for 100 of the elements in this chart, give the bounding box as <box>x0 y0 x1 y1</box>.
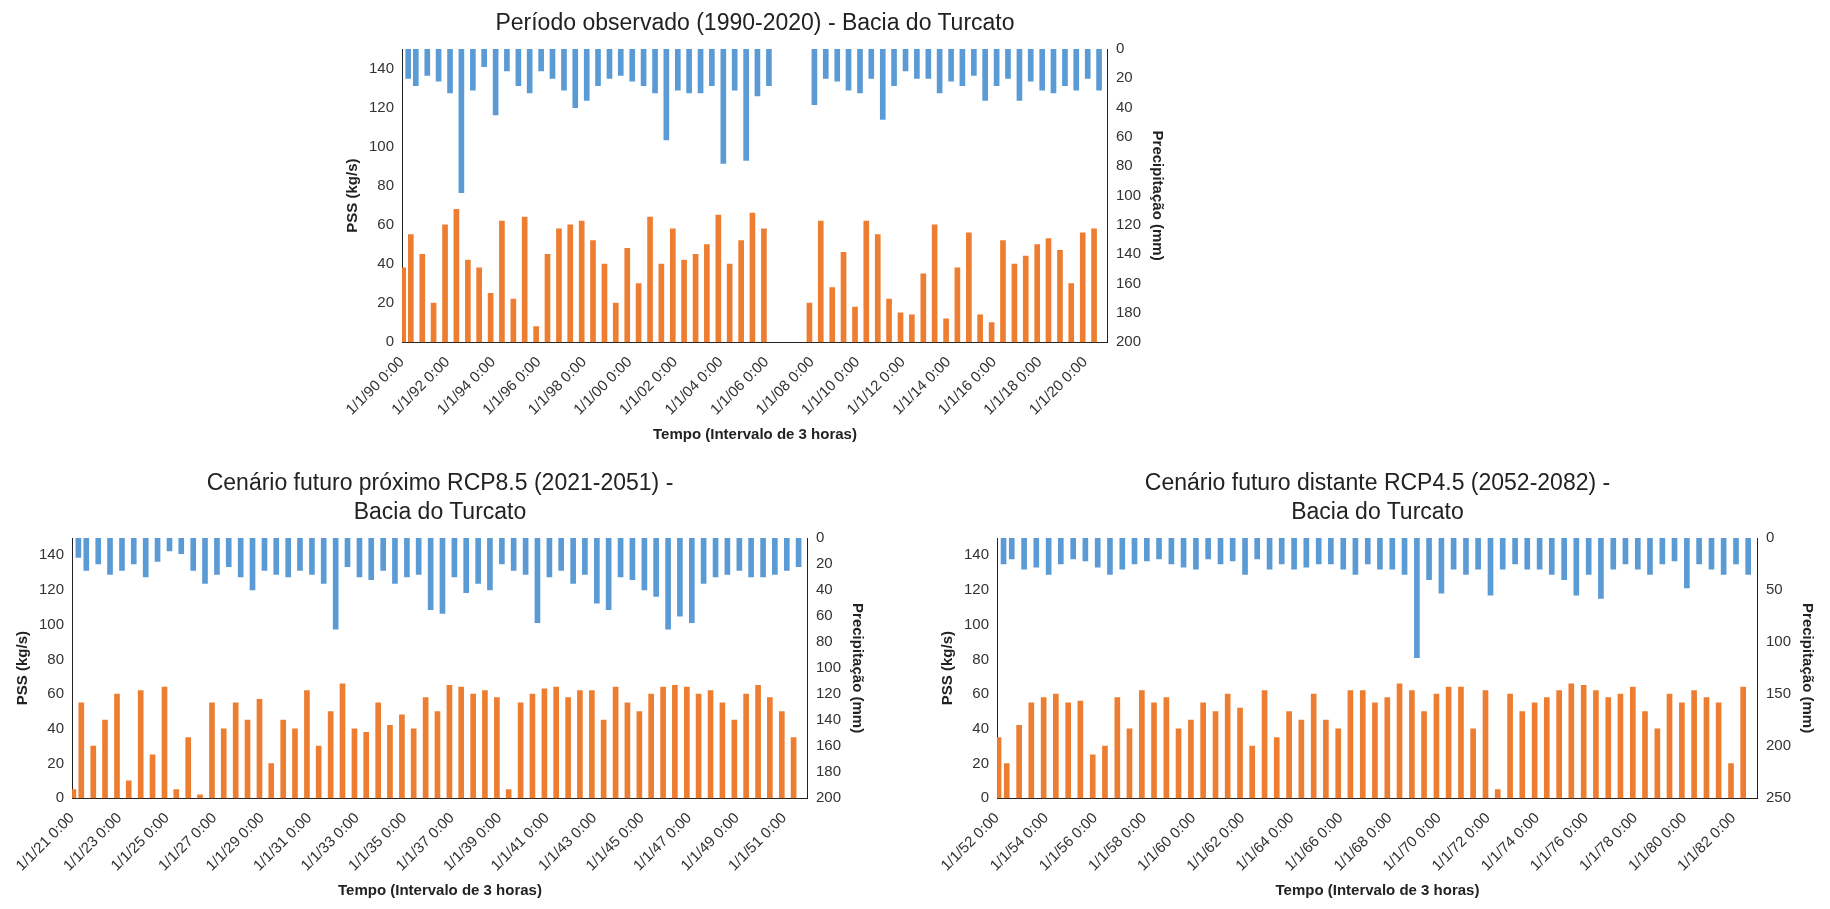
bar <box>1200 702 1206 799</box>
bar <box>863 220 870 343</box>
bar <box>1033 538 1040 568</box>
y2-tick-label: 200 <box>1765 736 1791 754</box>
y2-tick-label: 150 <box>1765 684 1791 702</box>
y-tick-label: 140 <box>964 545 990 563</box>
y2-tick-label: 120 <box>815 684 841 702</box>
bar <box>470 49 476 91</box>
bar <box>1229 538 1236 562</box>
y-axis-title: PSS (kg/s) <box>938 631 956 706</box>
y-tick-label: 0 <box>385 332 395 350</box>
y-tick-label: 60 <box>47 684 65 702</box>
y-tick-label: 60 <box>972 684 990 702</box>
bar <box>1073 49 1080 91</box>
x-axis-title: Tempo (Intervalo de 3 horas) <box>1275 881 1480 899</box>
bar <box>504 49 510 72</box>
bar <box>582 538 588 575</box>
y2-tick-label: 50 <box>1765 580 1783 598</box>
bar <box>594 538 600 604</box>
bar <box>556 228 562 343</box>
bar <box>879 49 886 120</box>
bar <box>772 538 778 575</box>
bar <box>1291 538 1297 570</box>
bar <box>1089 754 1096 799</box>
chart-title: Cenário futuro distante RCP4.5 (2052-2082) - Bacia do Turcato <box>1143 468 1612 526</box>
y2-tick-label: 0 <box>1115 39 1125 57</box>
bar <box>1022 255 1029 343</box>
bar <box>415 538 422 575</box>
bar <box>1242 538 1248 575</box>
bar <box>971 49 977 76</box>
bar <box>738 240 744 343</box>
y2-tick-label: 180 <box>815 762 841 780</box>
bar <box>743 49 749 161</box>
bar <box>202 538 208 584</box>
y-tick-label: 100 <box>369 136 395 154</box>
bar <box>672 685 678 799</box>
bar <box>1286 711 1292 799</box>
bar <box>273 538 280 575</box>
bar <box>822 49 829 79</box>
bar <box>1414 538 1420 659</box>
y-tick-label: 40 <box>972 718 990 736</box>
bar <box>1568 683 1575 799</box>
bar <box>1389 538 1396 570</box>
bar <box>304 690 310 799</box>
bar <box>209 702 215 799</box>
bar <box>1458 686 1464 799</box>
bar <box>629 49 636 82</box>
bar <box>829 287 836 343</box>
bar <box>1733 538 1739 565</box>
bar <box>225 538 232 567</box>
bar <box>1593 690 1599 799</box>
bar <box>410 728 417 799</box>
bar <box>320 538 327 584</box>
bar <box>660 686 666 799</box>
y-tick-label: 120 <box>39 580 65 598</box>
bar <box>909 314 915 343</box>
bar <box>1647 538 1653 575</box>
bar <box>577 690 583 799</box>
chart-title: Cenário futuro próximo RCP8.5 (2021-2051) - Bacia do Turcato <box>205 468 675 526</box>
bar <box>1028 702 1035 799</box>
bar <box>533 326 539 343</box>
bar <box>1070 538 1077 560</box>
bar <box>977 314 983 343</box>
y-tick-label: 20 <box>47 753 65 771</box>
bar <box>475 538 481 584</box>
bar <box>553 686 559 799</box>
bar <box>1144 538 1150 562</box>
bar <box>1034 244 1041 343</box>
bar <box>760 538 766 578</box>
bar <box>1499 538 1506 570</box>
bar <box>834 49 841 82</box>
bar <box>1237 707 1243 799</box>
bar <box>1684 538 1690 589</box>
bar <box>1003 763 1010 799</box>
bar <box>232 702 239 799</box>
bar <box>465 259 471 343</box>
bar <box>102 719 108 799</box>
y-tick-label: 140 <box>39 545 65 563</box>
bar <box>1740 686 1746 799</box>
bar <box>197 794 203 799</box>
y2-tick-label: 200 <box>1115 332 1141 350</box>
bar <box>1062 49 1068 86</box>
y2-tick-label: 250 <box>1765 788 1791 806</box>
bar <box>891 49 897 86</box>
bar <box>494 697 500 799</box>
y-tick-label: 80 <box>47 649 65 667</box>
bar <box>982 49 988 101</box>
bar <box>137 690 144 799</box>
bar <box>387 725 393 799</box>
bar <box>966 232 972 343</box>
y-tick-label: 120 <box>964 580 990 598</box>
bar <box>612 302 619 343</box>
y2-tick-label: 0 <box>815 528 825 546</box>
y2-axis-title: Precipitação (mm) <box>1799 603 1817 734</box>
bar <box>487 538 493 591</box>
bar <box>190 538 197 571</box>
bar <box>653 538 659 597</box>
bar <box>874 234 881 343</box>
bar <box>1079 232 1086 343</box>
bar <box>1205 538 1211 560</box>
